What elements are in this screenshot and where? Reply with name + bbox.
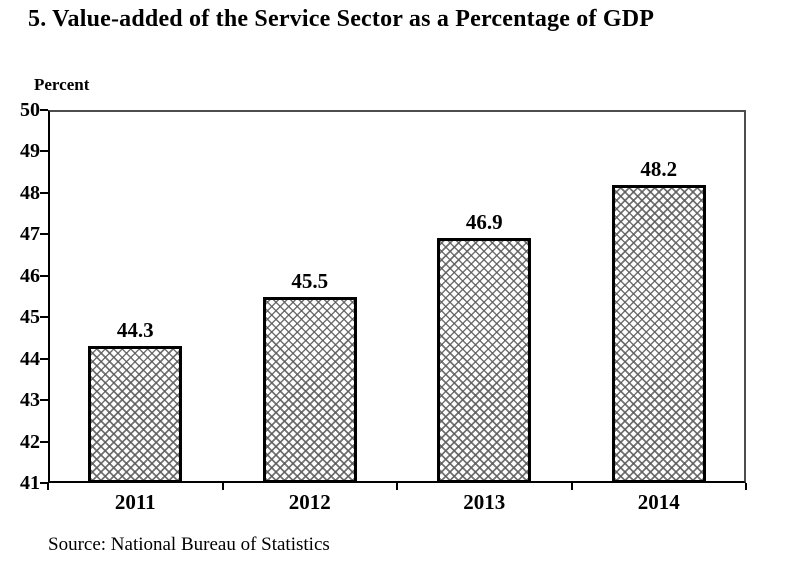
y-tick-mark xyxy=(40,357,48,360)
y-tick-label: 50 xyxy=(20,99,40,121)
y-tick-label: 47 xyxy=(20,223,40,246)
x-tick-mark xyxy=(570,483,573,490)
bar-2013 xyxy=(437,238,532,483)
bar-value-label: 44.3 xyxy=(116,318,154,343)
bar-2014 xyxy=(611,184,706,483)
bar-value-label: 48.2 xyxy=(640,156,678,181)
y-tick-label: 44 xyxy=(20,347,40,370)
chart-title: 5. Value-added of the Service Sector as … xyxy=(28,6,655,32)
x-tick-label: 2011 xyxy=(114,490,156,514)
y-tick-mark xyxy=(40,150,48,153)
x-tick-mark xyxy=(745,483,747,490)
y-tick-label: 46 xyxy=(20,264,40,287)
y-tick-label: 42 xyxy=(20,430,40,453)
y-tick-label: 41 xyxy=(20,472,40,494)
y-tick-mark xyxy=(40,274,48,277)
y-tick-label: 49 xyxy=(20,140,40,163)
bar-2012 xyxy=(262,296,357,483)
bar-value-label: 46.9 xyxy=(465,210,503,235)
y-tick-mark xyxy=(40,440,48,443)
x-tick-label: 2013 xyxy=(463,490,506,514)
source-note: Source: National Bureau of Statistics xyxy=(48,534,330,555)
bar-value-label: 45.5 xyxy=(291,268,329,293)
x-tick-label: 2012 xyxy=(288,490,331,514)
x-tick-mark xyxy=(221,483,224,490)
y-axis-title: Percent xyxy=(34,75,90,94)
y-tick-mark xyxy=(40,191,48,194)
bar-2011 xyxy=(88,346,183,483)
y-tick-mark xyxy=(40,399,48,402)
y-tick-label: 48 xyxy=(20,181,40,204)
x-tick-label: 2014 xyxy=(637,490,680,514)
x-tick-mark xyxy=(396,483,398,490)
y-tick-mark xyxy=(40,109,48,111)
x-tick-mark xyxy=(47,483,49,490)
y-tick-mark xyxy=(40,482,48,484)
y-tick-mark xyxy=(40,316,48,319)
y-tick-mark xyxy=(40,233,48,236)
y-tick-label: 43 xyxy=(20,389,40,412)
y-tick-label: 45 xyxy=(20,306,40,329)
